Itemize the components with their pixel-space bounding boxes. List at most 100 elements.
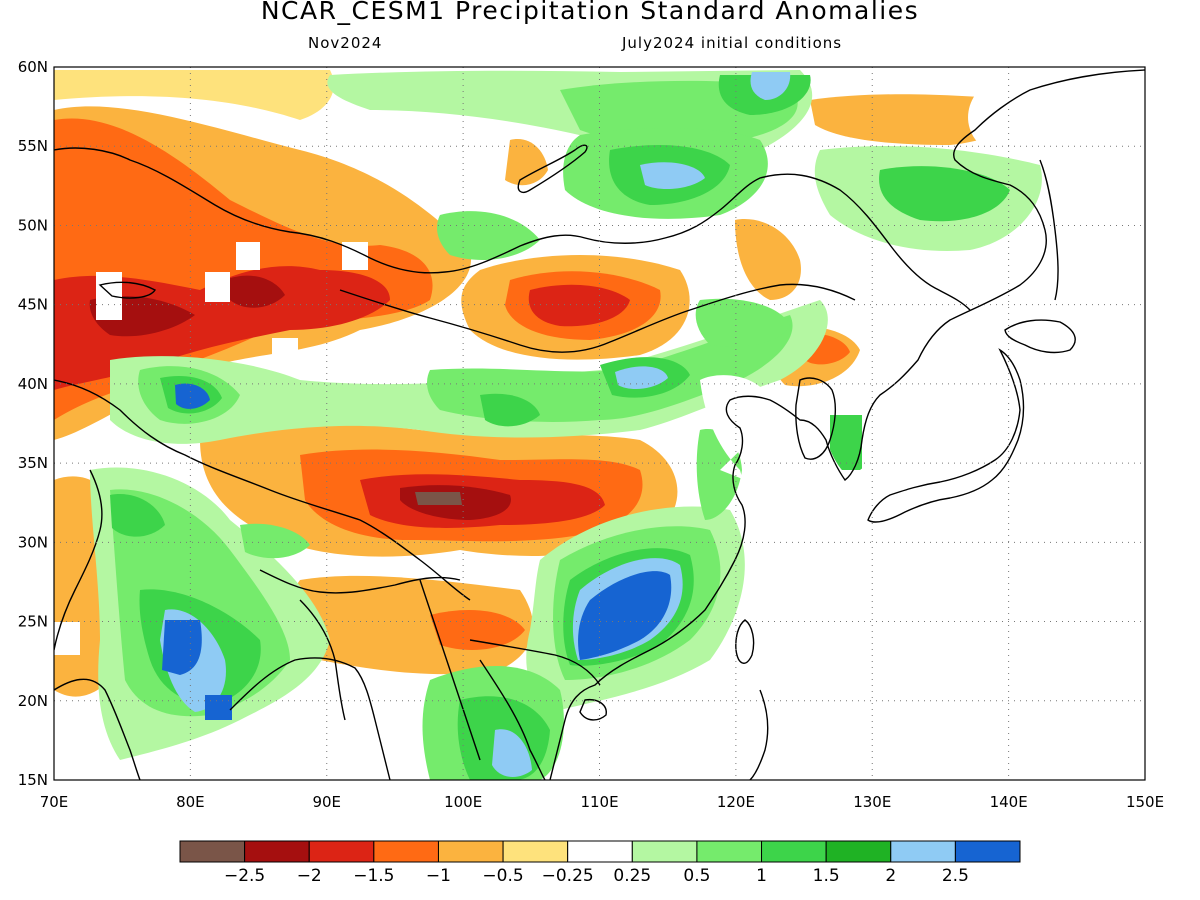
border [54,469,103,651]
colorbar-label: −2.5 [224,866,265,886]
longitude-tick-label: 140E [990,793,1028,811]
latitude-tick-label: 55N [18,137,48,155]
colorbar-swatch [567,840,633,863]
latitude-tick-label: 35N [18,454,48,472]
colorbar-swatch [761,840,827,863]
longitude-tick-label: 70E [40,793,69,811]
dry-region [505,139,548,186]
coastlines-borders [54,69,1145,780]
colorbar-label: 0.5 [683,866,710,886]
wet-region [162,620,202,675]
colorbar: −2.5 −2 −1.5 −1 −0.5 −0.25 0.25 0.5 1 1.5 2 2.5 [179,840,1021,886]
longitude-tick-label: 90E [312,793,341,811]
border [259,569,461,594]
colorbar-swatch [308,840,375,863]
longitude-tick-label: 100E [444,793,482,811]
latitude-tick-label: 30N [18,533,48,551]
colorbar-label: 1.5 [813,866,840,886]
latitude-tick-label: 15N [18,771,48,789]
longitude-labels: 70E 80E 90E 100E 110E 120E 130E 140E 150E [40,793,1164,811]
longitude-tick-label: 110E [580,793,618,811]
border [479,659,546,780]
japan-coastline [867,348,1025,523]
dry-region [225,275,285,308]
hokkaido-coastline [1004,319,1076,354]
coastline [229,657,391,780]
wet-region [695,298,790,347]
korea-coastline [795,377,837,460]
wet-region [750,72,791,100]
colorbar-swatch [502,840,569,863]
colorbar-swatch [244,840,310,863]
colorbar-label: 1 [756,866,767,886]
wet-region [427,315,793,422]
colorbar-label: −1 [426,866,451,886]
wet-region [110,494,165,537]
wet-region [615,366,668,390]
border [54,147,971,311]
philippines-coastline [749,689,769,780]
masked-ocean [342,242,368,270]
colorbar-label: −2 [297,866,322,886]
map-title: NCAR_CESM1 Precipitation Standard Anomal… [260,0,920,25]
masked-ocean [1040,70,1145,270]
wet-region [480,393,540,427]
masked-ocean [205,272,230,302]
wet-region [205,695,232,720]
gridlines [54,67,1145,780]
latitude-tick-label: 60N [18,58,48,76]
latitude-tick-label: 40N [18,375,48,393]
initial-conditions: July2024 initial conditions [622,34,843,52]
latitude-tick-label: 25N [18,613,48,631]
dry-region [810,94,1022,145]
latitude-tick-label: 20N [18,692,48,710]
taiwan-coastline [735,619,755,664]
border [469,639,601,686]
longitude-tick-label: 150E [1126,793,1164,811]
wet-region [240,523,310,559]
map-frame [53,66,1146,781]
wet-region [175,383,210,409]
border [419,579,481,761]
masked-ocean [272,338,298,366]
latitude-labels: 60N 55N 50N 45N 40N 35N 30N 25N 20N 15N [18,58,48,789]
colorbar-swatch [954,840,1021,863]
border [54,379,471,601]
colorbar-label: 0.25 [613,866,651,886]
longitude-tick-label: 120E [717,793,755,811]
colorbar-label: 2.5 [942,866,969,886]
wet-region [492,729,532,777]
sakhalin-coastline [1039,159,1059,301]
masked-ocean [560,270,1145,780]
colorbar-swatch [437,840,504,863]
wet-region [437,211,540,260]
colorbar-swatch [825,840,892,863]
dry-region [528,284,630,327]
wet-region [578,571,672,660]
longitude-tick-label: 80E [176,793,205,811]
colorbar-label: 2 [885,866,896,886]
border [339,283,856,353]
dry-region [415,492,462,505]
wet-region [879,166,1010,222]
colorbar-swatch [890,840,956,863]
lake-balkhash [98,281,156,299]
longitude-tick-label: 130E [853,793,891,811]
colorbar-swatch [373,840,439,863]
colorbar-label: −0.5 [482,866,523,886]
masked-ocean [968,93,1040,147]
dry-region [54,123,120,163]
forecast-month: Nov2024 [308,34,383,52]
dry-region [54,70,334,120]
hainan-coastline [579,698,607,721]
colorbar-label: −0.25 [542,866,594,886]
masked-ocean [236,242,260,270]
colorbar-label: −1.5 [353,866,394,886]
wet-region [640,162,705,190]
latitude-tick-label: 45N [18,296,48,314]
dry-region [735,219,801,300]
wet-region [830,415,862,470]
colorbar-swatch [631,840,698,863]
colorbar-swatch [179,840,246,863]
